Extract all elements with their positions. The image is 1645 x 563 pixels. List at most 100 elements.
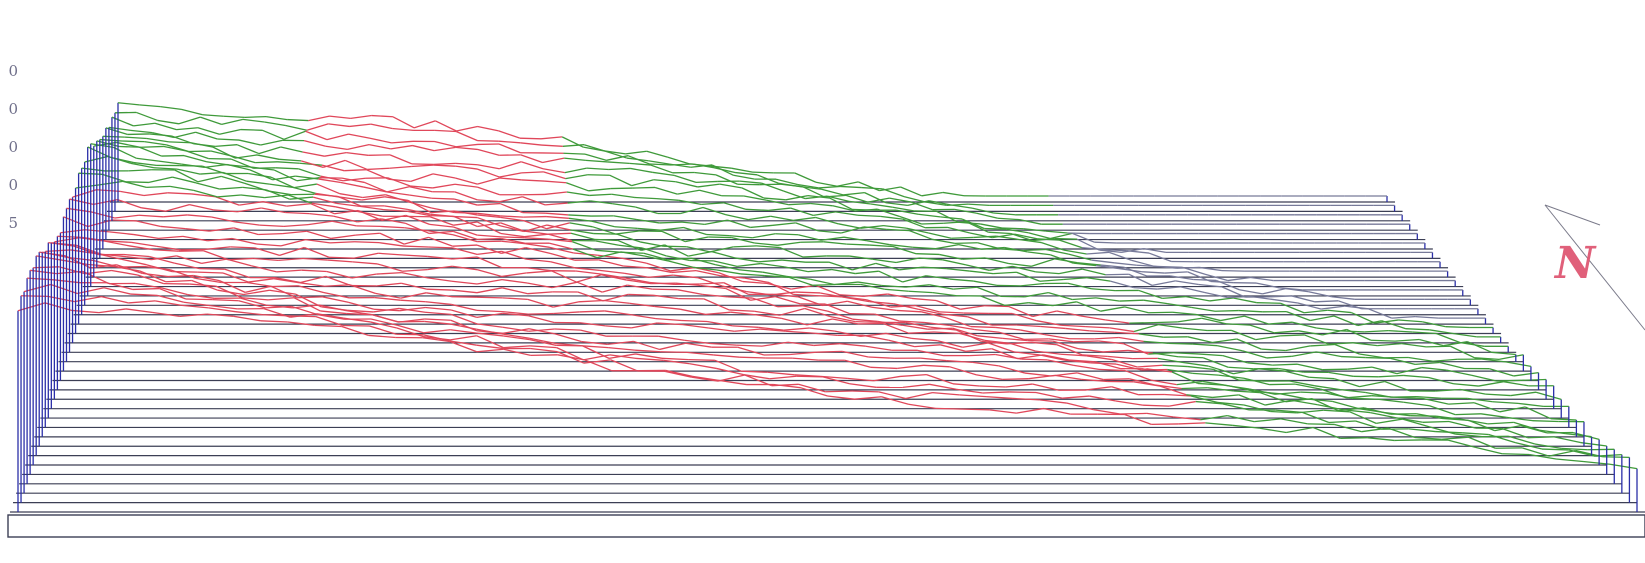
profile-segment: [1157, 357, 1184, 364]
profile-segment: [689, 363, 717, 370]
profile-segment: [794, 172, 817, 183]
profile-segment: [423, 336, 451, 341]
profile-segment: [1060, 353, 1087, 357]
profile-segment: [477, 212, 501, 217]
profile-segment: [116, 264, 143, 274]
profile-segment: [1210, 280, 1234, 284]
profile-segment: [450, 335, 477, 341]
profile-segment: [787, 341, 814, 347]
profile-segment: [246, 180, 270, 185]
profile-segment: [1119, 299, 1144, 302]
profile-segment: [680, 206, 704, 215]
profile-segment: [1351, 311, 1376, 324]
profile-segment: [368, 334, 396, 339]
profile-segment: [702, 206, 726, 216]
profile-segment: [918, 308, 943, 315]
profile-segment: [691, 376, 719, 382]
profile-segment: [449, 340, 477, 353]
profile-segment: [1002, 337, 1028, 342]
profile-segment: [585, 159, 608, 163]
profile-segment: [1214, 309, 1239, 312]
profile-segment: [1565, 432, 1592, 438]
profile-segment: [918, 213, 941, 218]
profile-segment: [228, 257, 254, 261]
profile-segment: [714, 359, 742, 372]
profile-segment: [329, 241, 355, 244]
profile-segment: [851, 208, 875, 211]
profile-segment: [500, 216, 524, 222]
profile-segment: [670, 266, 695, 272]
profile-segment: [230, 158, 254, 169]
profile-segment: [1340, 330, 1365, 333]
profile-segment: [279, 246, 305, 256]
profile-segment: [984, 305, 1009, 308]
profile-segment: [287, 118, 309, 122]
profile-segment: [1176, 380, 1203, 386]
profile-segment: [254, 247, 280, 256]
profile-segment: [1091, 259, 1115, 264]
profile-segment: [969, 270, 994, 275]
profile-segment: [715, 263, 740, 271]
profile-segment: [855, 320, 881, 323]
profile-segment: [143, 192, 168, 197]
profile-segment: [697, 183, 720, 188]
profile-segment: [287, 321, 315, 326]
profile-segment: [426, 288, 452, 291]
profile-segment: [803, 255, 827, 258]
profile-segment: [785, 195, 809, 201]
profile-segment: [1496, 379, 1522, 382]
profile-segment: [1141, 368, 1168, 371]
profile-segment: [989, 409, 1017, 414]
profile-segment: [154, 300, 182, 307]
profile-segment: [521, 171, 544, 174]
profile-segment: [554, 333, 582, 343]
profile-segment: [375, 292, 401, 299]
profile-segment: [500, 237, 526, 244]
profile-segment: [451, 303, 478, 312]
profile-segment: [625, 150, 647, 155]
profile-segment: [1169, 400, 1196, 407]
profile-segment: [160, 105, 182, 111]
profile-segment: [1009, 342, 1036, 352]
profile-segment: [1468, 436, 1496, 449]
profile-segment: [1059, 239, 1083, 249]
profile-segment: [1238, 394, 1266, 406]
profile-segment: [1435, 388, 1461, 392]
profile-segment: [750, 295, 776, 301]
profile-segment: [221, 118, 244, 126]
profile-segment: [1398, 319, 1423, 323]
profile-segment: [879, 186, 901, 192]
profile-segment: [1207, 387, 1234, 392]
profile-segment: [792, 357, 819, 361]
profile-segment: [195, 182, 220, 190]
profile-segment: [989, 265, 1013, 271]
profile-segment: [153, 167, 178, 170]
profile-segment: [895, 209, 919, 215]
profile-segment: [771, 291, 796, 296]
profile-segment: [1340, 388, 1366, 394]
profile-segment: [1528, 453, 1557, 460]
profile-segment: [564, 167, 587, 174]
profile-segment: [1121, 247, 1144, 254]
profile-segment: [392, 116, 415, 129]
profile-segment: [267, 297, 295, 301]
profile-segment: [528, 328, 555, 332]
profile-segment: [23, 283, 51, 293]
profile-segment: [1227, 276, 1251, 282]
profile-segment: [706, 320, 733, 327]
profile-segment: [430, 213, 455, 218]
profile-segment: [429, 223, 454, 228]
profile-segment: [71, 309, 100, 314]
profile-segment: [929, 284, 954, 290]
profile-segment: [410, 185, 433, 189]
profile-segment: [694, 171, 717, 176]
profile-segment: [1307, 423, 1335, 426]
profile-segment: [1098, 340, 1124, 345]
profile-segment: [217, 138, 240, 141]
profile-segment: [1555, 458, 1584, 463]
profile-segment: [797, 183, 819, 189]
profile-segment: [142, 272, 169, 278]
profile-segment: [260, 139, 283, 146]
profile-segment: [341, 325, 369, 337]
